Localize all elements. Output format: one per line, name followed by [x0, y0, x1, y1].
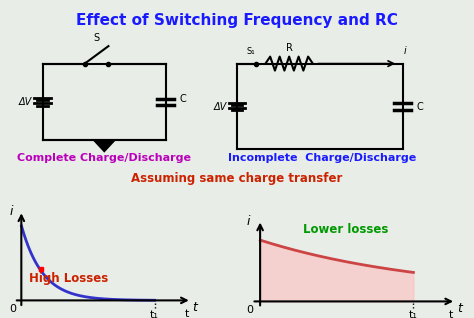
- Text: High Losses: High Losses: [29, 272, 108, 285]
- Text: Lower losses: Lower losses: [303, 223, 388, 236]
- Text: R: R: [286, 44, 292, 53]
- Text: C: C: [416, 101, 423, 112]
- Polygon shape: [92, 140, 116, 153]
- Text: 0: 0: [246, 305, 254, 315]
- Text: t: t: [449, 310, 453, 318]
- Text: ΔV: ΔV: [19, 97, 32, 107]
- Text: Assuming same charge transfer: Assuming same charge transfer: [131, 172, 343, 185]
- Text: Complete Charge/Discharge: Complete Charge/Discharge: [17, 153, 191, 162]
- Text: t₁: t₁: [409, 310, 418, 318]
- Text: t₁: t₁: [150, 310, 159, 318]
- Text: i: i: [404, 46, 407, 56]
- Text: t: t: [185, 309, 190, 318]
- Text: ΔV: ΔV: [213, 101, 227, 112]
- Text: C: C: [179, 93, 186, 104]
- Text: Incomplete  Charge/Discharge: Incomplete Charge/Discharge: [228, 153, 417, 162]
- Text: 0: 0: [9, 304, 16, 315]
- Text: t: t: [192, 301, 197, 315]
- Text: Effect of Switching Frequency and RC: Effect of Switching Frequency and RC: [76, 13, 398, 28]
- Text: S: S: [93, 33, 100, 43]
- Text: t: t: [457, 302, 462, 315]
- Text: i: i: [9, 205, 13, 218]
- Text: S₁: S₁: [247, 47, 255, 56]
- Text: i: i: [246, 215, 250, 227]
